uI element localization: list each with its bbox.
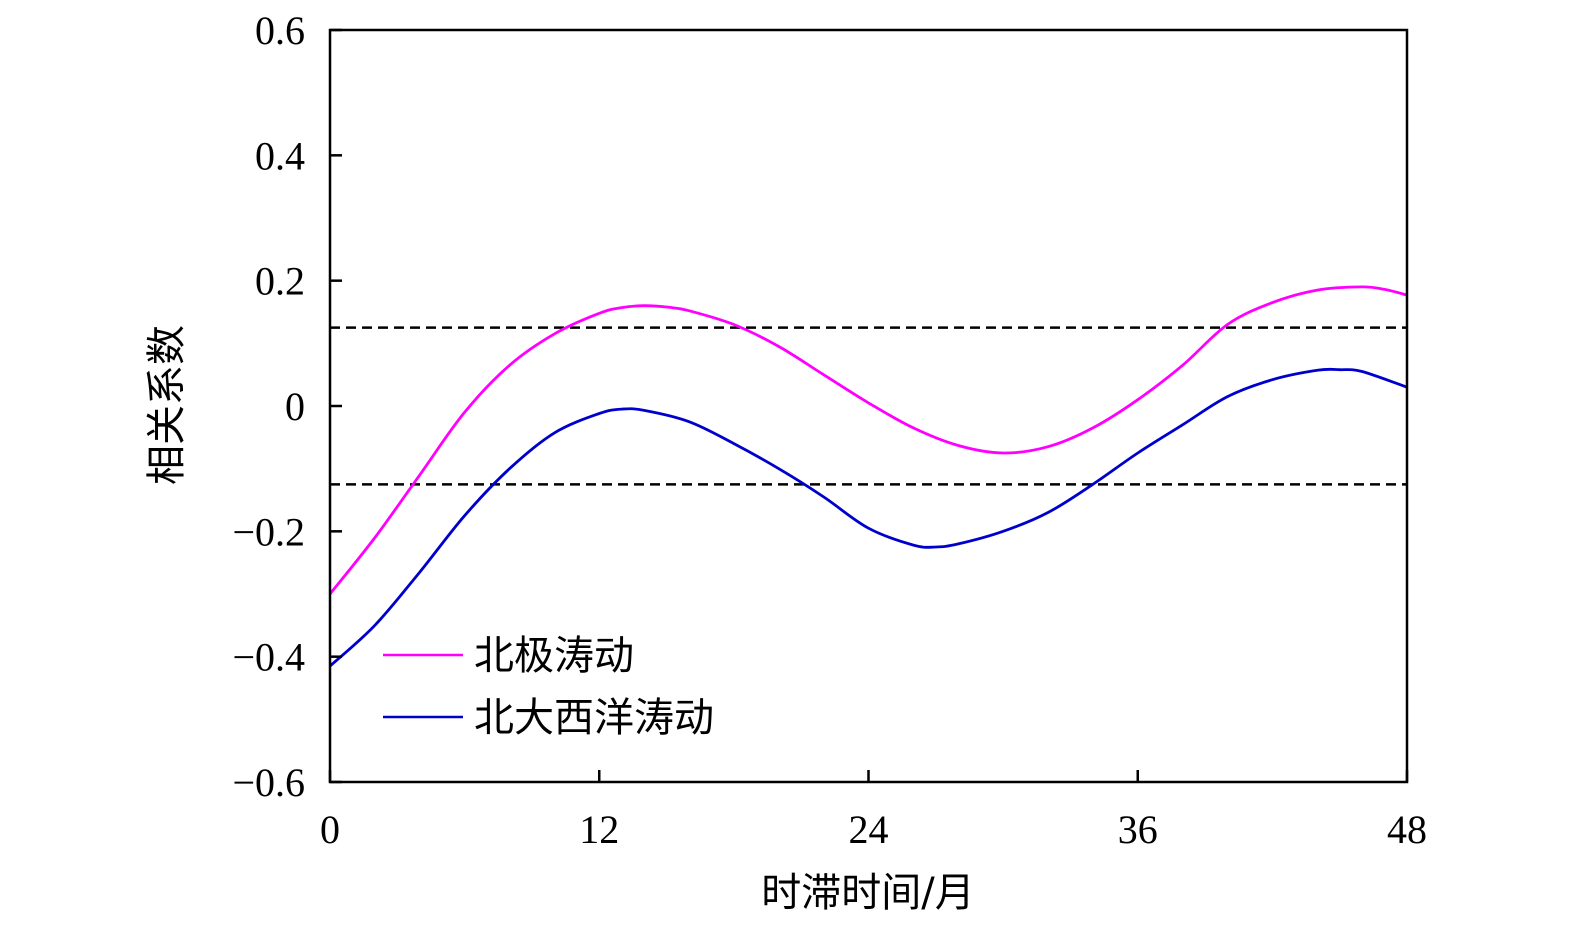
x-tick-label: 24 bbox=[849, 807, 889, 852]
y-tick-label: 0.4 bbox=[255, 133, 305, 178]
y-tick-label: 0 bbox=[285, 384, 305, 429]
y-tick-label: 0.6 bbox=[255, 8, 305, 53]
x-tick-label: 36 bbox=[1118, 807, 1158, 852]
y-tick-label: −0.6 bbox=[232, 760, 305, 805]
y-tick-label: −0.4 bbox=[232, 635, 305, 680]
series-line-arctic-oscillation bbox=[328, 285, 1408, 595]
y-tick-label: −0.2 bbox=[232, 509, 305, 554]
y-tick-label: 0.2 bbox=[255, 259, 305, 304]
x-tick-label: 12 bbox=[579, 807, 619, 852]
x-axis-title: 时滞时间/月 bbox=[761, 870, 974, 916]
legend-label-arctic-oscillation: 北极涛动 bbox=[474, 633, 634, 679]
y-axis-title: 相关系数 bbox=[144, 325, 190, 485]
x-tick-label: 0 bbox=[320, 807, 340, 852]
legend: 北极涛动 北大西洋涛动 bbox=[383, 633, 714, 741]
x-tick-label: 48 bbox=[1387, 807, 1427, 852]
axis-ticks: 0 12 24 36 48 0.6 0.4 0.2 0 −0.2 −0.4 −0.6 bbox=[232, 8, 1427, 852]
plot-area bbox=[328, 285, 1408, 668]
legend-label-north-atlantic-oscillation: 北大西洋涛动 bbox=[474, 695, 714, 741]
series-line-north-atlantic-oscillation bbox=[329, 367, 1408, 668]
